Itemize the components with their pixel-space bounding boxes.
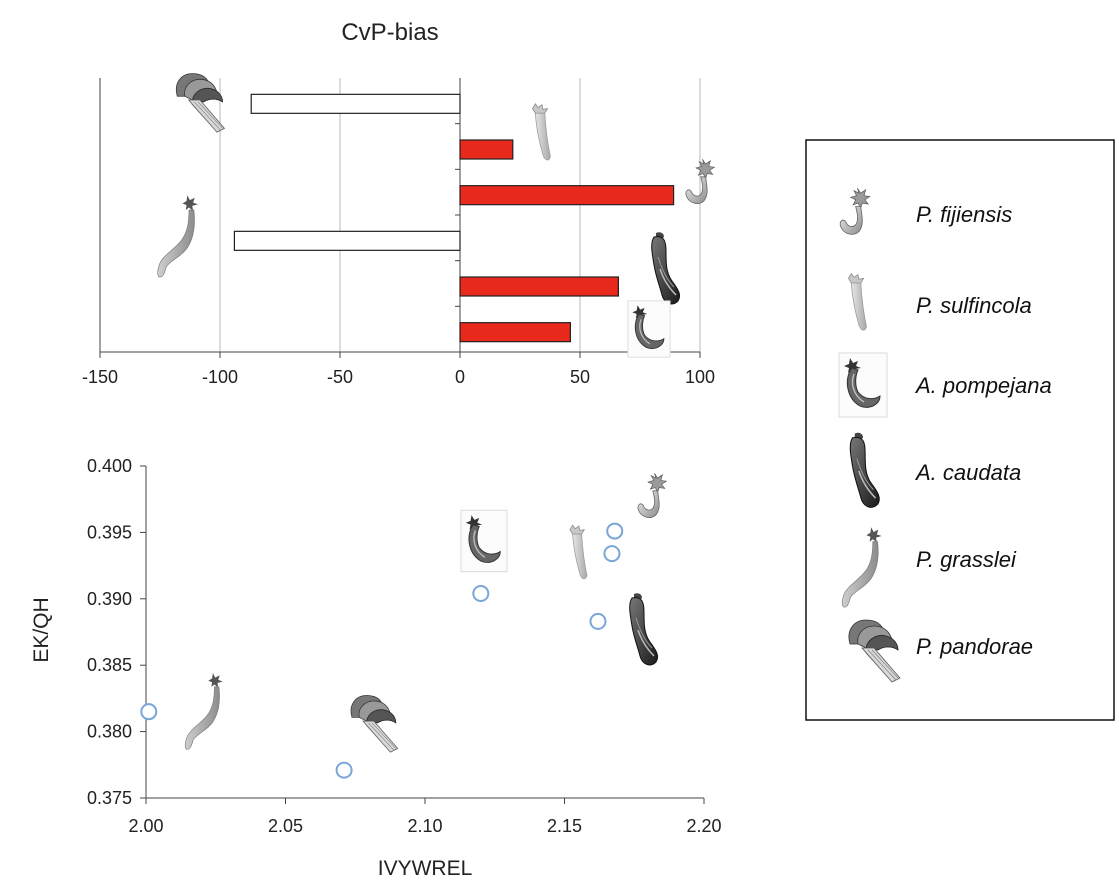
bar-p-fijiensis	[459, 185, 675, 206]
scatter-ylabel: EK/QH	[30, 597, 53, 662]
bar-x-tick-label: 50	[570, 367, 590, 387]
scatter-point-p-fijiensis	[606, 522, 624, 540]
legend-label: P. pandorae	[916, 634, 1033, 659]
scatter-tick-labels: 2.00 2.05 2.10 2.15 2.20 0.375 0.380 0.385 0.390…	[87, 456, 722, 836]
legend-label: P. grasslei	[916, 547, 1017, 572]
legend-entry: A. pompejana	[838, 352, 1052, 418]
scatter-point-p-sulfincola	[603, 545, 621, 563]
scatter-x-tick-label: 2.10	[407, 816, 442, 836]
legend-label: P. sulfincola	[916, 293, 1032, 318]
caudata-worm-icon	[628, 592, 659, 666]
scatter-axes	[140, 465, 705, 804]
scatter-point-p-grasslei	[140, 703, 158, 721]
pandorae-worm-icon	[350, 695, 399, 753]
pompejana-worm-icon	[460, 509, 508, 573]
bar-a-caudata	[459, 276, 619, 297]
bar-gridlines	[219, 78, 701, 352]
caudata-worm-icon	[650, 231, 681, 305]
legend-label: A. caudata	[914, 460, 1021, 485]
scatter-x-tick-label: 2.20	[686, 816, 721, 836]
bar-a-pompejana	[459, 322, 572, 343]
sulfincola-worm-icon	[532, 103, 551, 161]
bar-x-tick-label: 0	[455, 367, 465, 387]
scatter-y-tick-label: 0.375	[87, 788, 132, 808]
bar-x-tick-label: 100	[685, 367, 715, 387]
scatter-y-tick-label: 0.395	[87, 522, 132, 542]
legend-entry: P. sulfincola	[847, 273, 1032, 331]
bar-axes	[99, 78, 701, 358]
scatter-y-tick-label: 0.390	[87, 589, 132, 609]
scatter-illustrations	[184, 472, 667, 753]
legend-entry: P. grasslei	[841, 526, 1017, 608]
scatter-x-tick-label: 2.15	[547, 816, 582, 836]
bar-illustrations	[157, 73, 715, 358]
fijiensis-worm-icon	[637, 472, 667, 518]
bar-chart: CvP-bias -150 -100 -50 0 50 100	[82, 19, 715, 387]
legend-label: A. pompejana	[914, 373, 1052, 398]
pompejana-worm-icon	[627, 300, 671, 358]
bar-p-grasslei	[233, 230, 461, 251]
bar-marks	[233, 93, 675, 343]
legend-entry: P. fijiensis	[839, 187, 1012, 235]
bar-x-tick-label: -150	[82, 367, 118, 387]
scatter-xlabel: IVYWREL	[378, 857, 473, 880]
pompejana-worm-icon	[838, 352, 888, 418]
scatter-y-tick-label: 0.380	[87, 722, 132, 742]
bar-tick-labels: -150 -100 -50 0 50 100	[82, 367, 715, 387]
scatter-y-tick-label: 0.400	[87, 456, 132, 476]
scatter-point-p-pandorae	[335, 761, 353, 779]
legend-entry: P. pandorae	[848, 619, 1033, 683]
scatter-points	[140, 522, 624, 779]
legend-label: P. fijiensis	[916, 202, 1012, 227]
scatter-point-a-pompejana	[472, 584, 490, 602]
scatter-x-tick-label: 2.00	[128, 816, 163, 836]
bar-x-tick-label: -100	[202, 367, 238, 387]
legend-entry: A. caudata	[849, 431, 1021, 509]
legend: P. fijiensis P. sulfincola A. pompejana …	[805, 139, 1115, 721]
scatter-y-tick-label: 0.385	[87, 655, 132, 675]
scatter-point-a-caudata	[589, 612, 607, 630]
bar-p-pandorae	[250, 93, 461, 114]
scatter-chart: 2.00 2.05 2.10 2.15 2.20 0.375 0.380 0.385 0.390…	[30, 456, 722, 880]
bar-x-tick-label: -50	[327, 367, 353, 387]
bar-chart-title: CvP-bias	[341, 19, 438, 46]
grasslei-worm-icon	[157, 194, 199, 278]
scatter-x-tick-label: 2.05	[268, 816, 303, 836]
grasslei-worm-icon	[184, 672, 224, 750]
pandorae-worm-icon	[175, 73, 225, 133]
sulfincola-worm-icon	[569, 524, 588, 580]
bar-p-sulfincola	[459, 139, 514, 160]
